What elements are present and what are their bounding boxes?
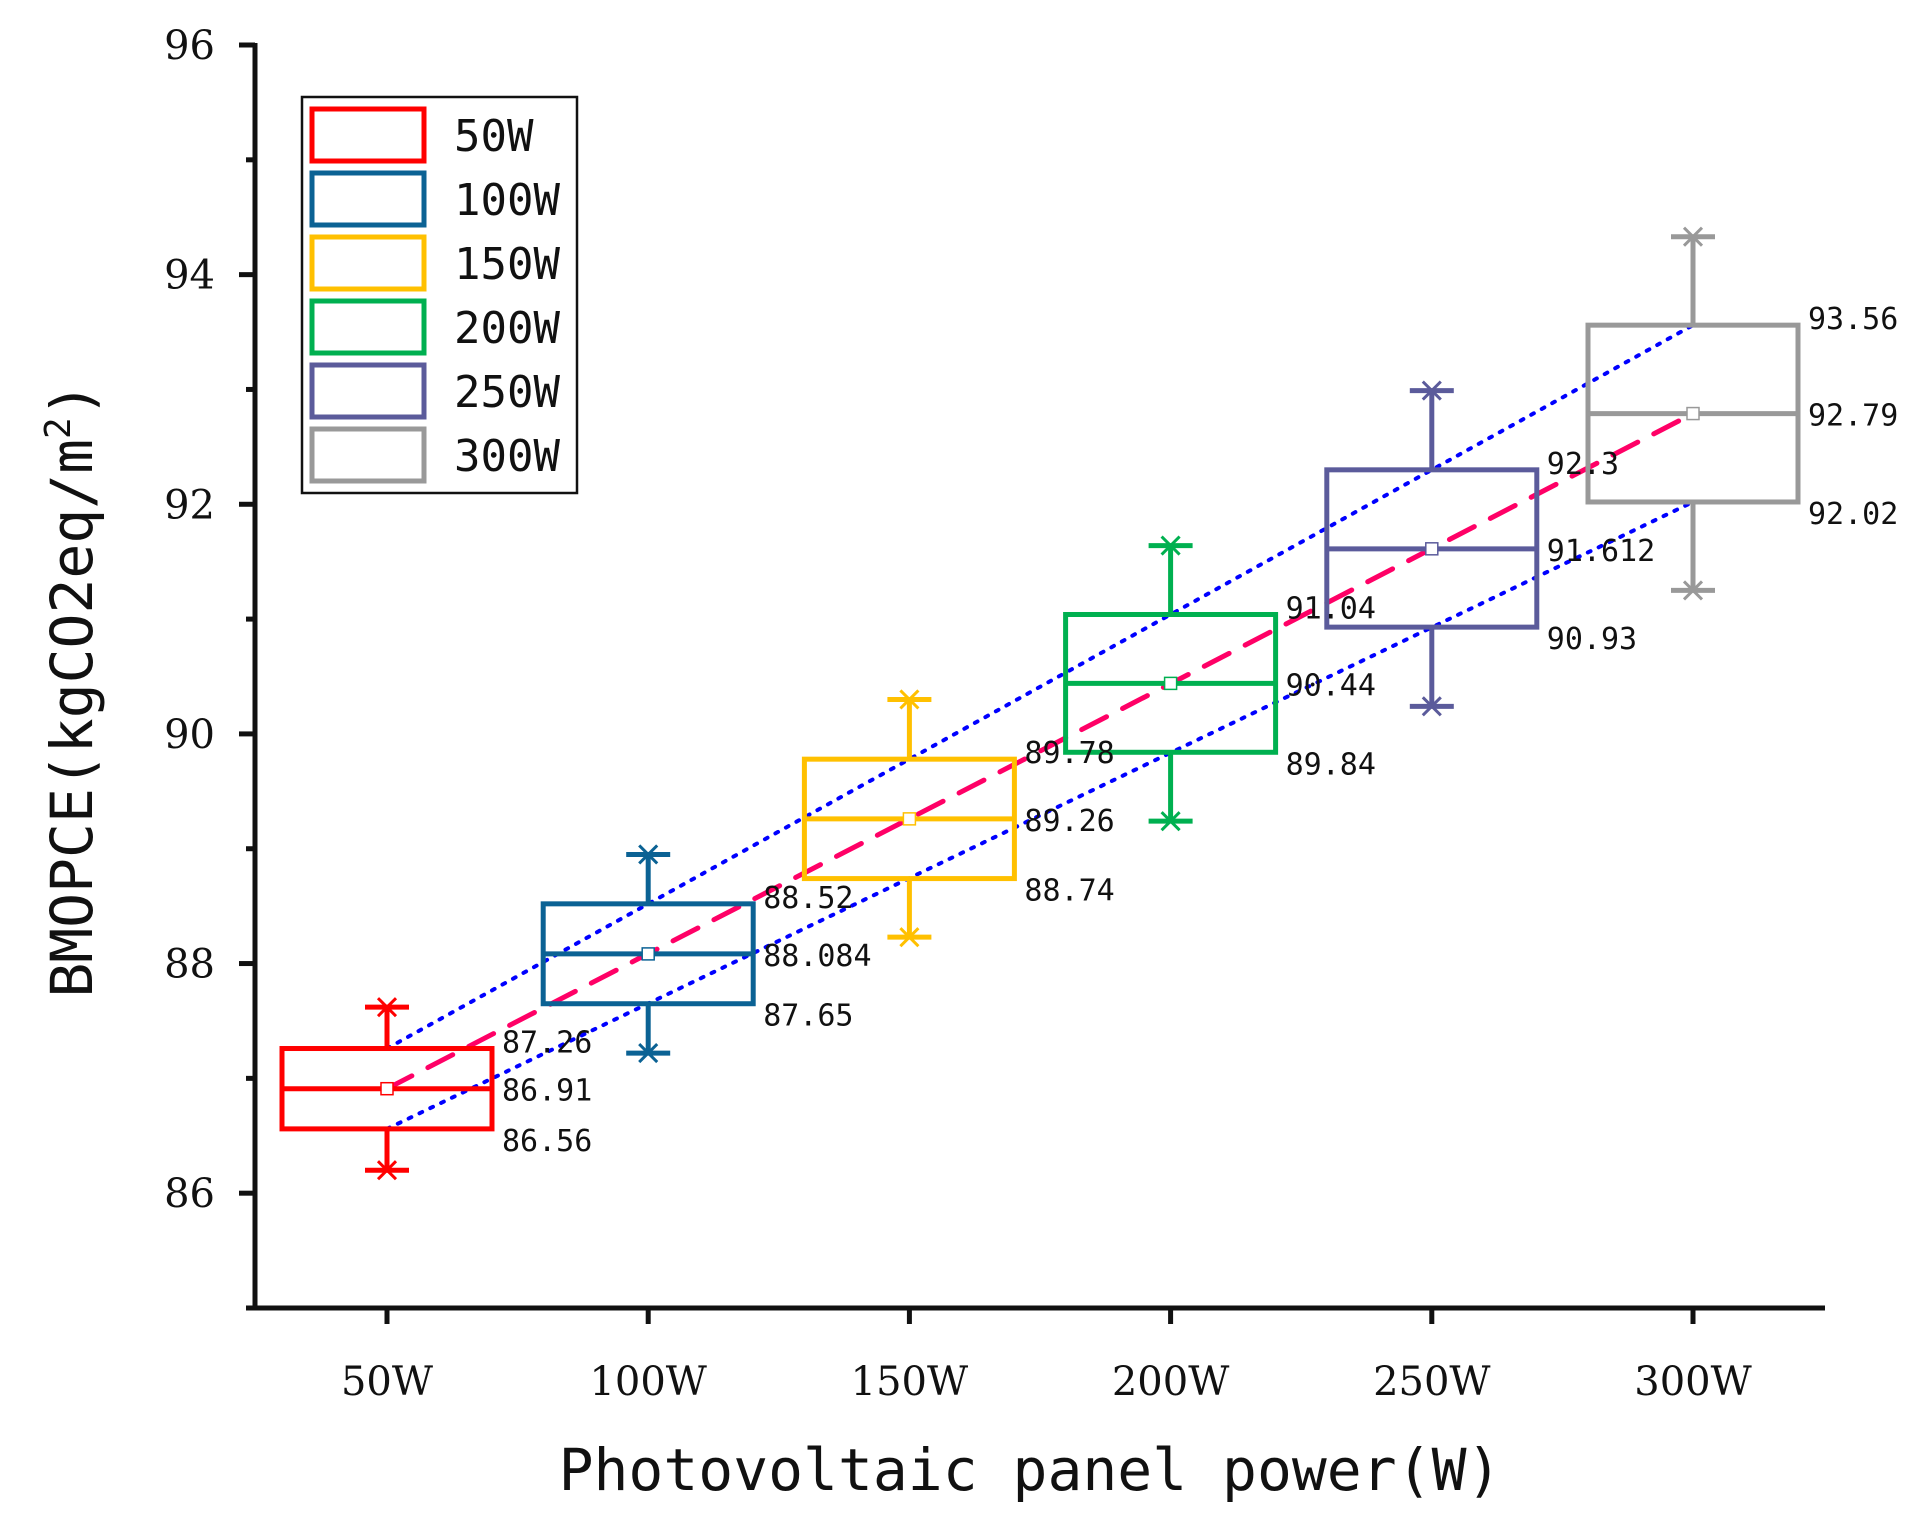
max-marker bbox=[638, 844, 659, 865]
x-tick-label: 200W bbox=[1112, 1359, 1229, 1405]
legend-label: 50W bbox=[454, 111, 534, 162]
box-250W bbox=[1324, 380, 1540, 717]
max-marker bbox=[1682, 226, 1704, 247]
min-marker bbox=[899, 927, 920, 948]
min-marker bbox=[1682, 580, 1704, 601]
legend-swatch bbox=[309, 298, 427, 356]
trend-line-q1-fit bbox=[385, 499, 1695, 1131]
legend-swatch bbox=[309, 234, 427, 292]
y-axis-title-main: BMOPCE(kgCO2eq/m bbox=[38, 439, 106, 998]
min-marker bbox=[1421, 696, 1442, 717]
legend-item-250W: 250W bbox=[309, 362, 560, 420]
y-axis-title: BMOPCE(kgCO2eq/m2) bbox=[38, 382, 106, 997]
box-100W bbox=[540, 844, 756, 1064]
legend-swatch bbox=[309, 170, 427, 228]
y-tick-label: 88 bbox=[164, 942, 215, 988]
legend-swatch bbox=[309, 106, 427, 164]
q1-label: 87.65 bbox=[763, 999, 853, 1034]
x-tick-label: 300W bbox=[1634, 1359, 1751, 1405]
trend-line-q3-fit bbox=[385, 323, 1695, 1051]
q3-label: 88.52 bbox=[763, 881, 853, 916]
x-tick-label: 150W bbox=[851, 1359, 968, 1405]
legend-item-150W: 150W bbox=[309, 234, 560, 292]
legend-label: 250W bbox=[454, 367, 560, 418]
min-marker bbox=[376, 1160, 398, 1181]
legend-swatch bbox=[309, 362, 427, 420]
legend-item-200W: 200W bbox=[309, 298, 560, 356]
x-tick-label: 100W bbox=[589, 1359, 706, 1405]
q3-label: 93.56 bbox=[1808, 302, 1898, 337]
max-marker bbox=[376, 997, 398, 1018]
max-marker bbox=[899, 689, 920, 710]
median-label: 92.79 bbox=[1808, 399, 1898, 434]
max-marker bbox=[1421, 380, 1442, 401]
mean-marker bbox=[1163, 676, 1178, 691]
median-label: 88.084 bbox=[763, 939, 871, 974]
mean-marker bbox=[902, 812, 917, 826]
legend-item-50W: 50W bbox=[309, 106, 534, 164]
q1-label: 86.56 bbox=[502, 1124, 592, 1159]
x-axis-title: Photovoltaic panel power(W) bbox=[559, 1436, 1502, 1504]
box-50W bbox=[279, 997, 495, 1181]
min-marker bbox=[638, 1043, 659, 1064]
y-tick-label: 96 bbox=[164, 23, 215, 69]
mean-marker bbox=[1425, 542, 1439, 556]
y-tick-label: 86 bbox=[164, 1171, 215, 1217]
median-label: 91.612 bbox=[1547, 534, 1655, 569]
y-axis-title-superscript: 2 bbox=[38, 417, 79, 439]
q1-label: 89.84 bbox=[1286, 747, 1376, 782]
legend-label: 150W bbox=[454, 239, 560, 290]
mean-marker bbox=[641, 947, 655, 961]
legend-label: 300W bbox=[454, 431, 560, 482]
q3-label: 89.78 bbox=[1024, 736, 1114, 771]
min-marker bbox=[1160, 811, 1181, 832]
legend-label: 100W bbox=[454, 175, 560, 226]
mean-marker bbox=[380, 1081, 394, 1096]
median-label: 90.44 bbox=[1286, 668, 1376, 703]
box-200W bbox=[1063, 535, 1279, 832]
max-marker bbox=[1160, 535, 1181, 556]
q1-label: 88.74 bbox=[1024, 874, 1114, 909]
mean-marker bbox=[1686, 406, 1700, 421]
legend-item-300W: 300W bbox=[309, 426, 560, 484]
legend-label: 200W bbox=[454, 303, 560, 354]
q3-label: 91.04 bbox=[1286, 591, 1376, 626]
box-300W bbox=[1585, 226, 1801, 601]
y-tick-label: 92 bbox=[164, 482, 215, 528]
q1-label: 90.93 bbox=[1547, 622, 1637, 657]
y-axis-title-close: ) bbox=[38, 382, 106, 417]
median-label: 86.91 bbox=[502, 1074, 592, 1109]
box-150W bbox=[801, 689, 1017, 948]
x-tick-label: 250W bbox=[1373, 1359, 1490, 1405]
q3-label: 87.26 bbox=[502, 1026, 592, 1061]
legend-swatch bbox=[309, 426, 427, 484]
y-tick-label: 90 bbox=[164, 712, 215, 758]
y-tick-label: 94 bbox=[164, 253, 215, 299]
q3-label: 92.3 bbox=[1547, 447, 1619, 482]
x-tick-label: 50W bbox=[341, 1359, 433, 1405]
median-label: 89.26 bbox=[1024, 804, 1114, 839]
q1-label: 92.02 bbox=[1808, 497, 1898, 532]
legend-item-100W: 100W bbox=[309, 170, 560, 228]
trend-line-median-fit bbox=[384, 411, 1696, 1092]
